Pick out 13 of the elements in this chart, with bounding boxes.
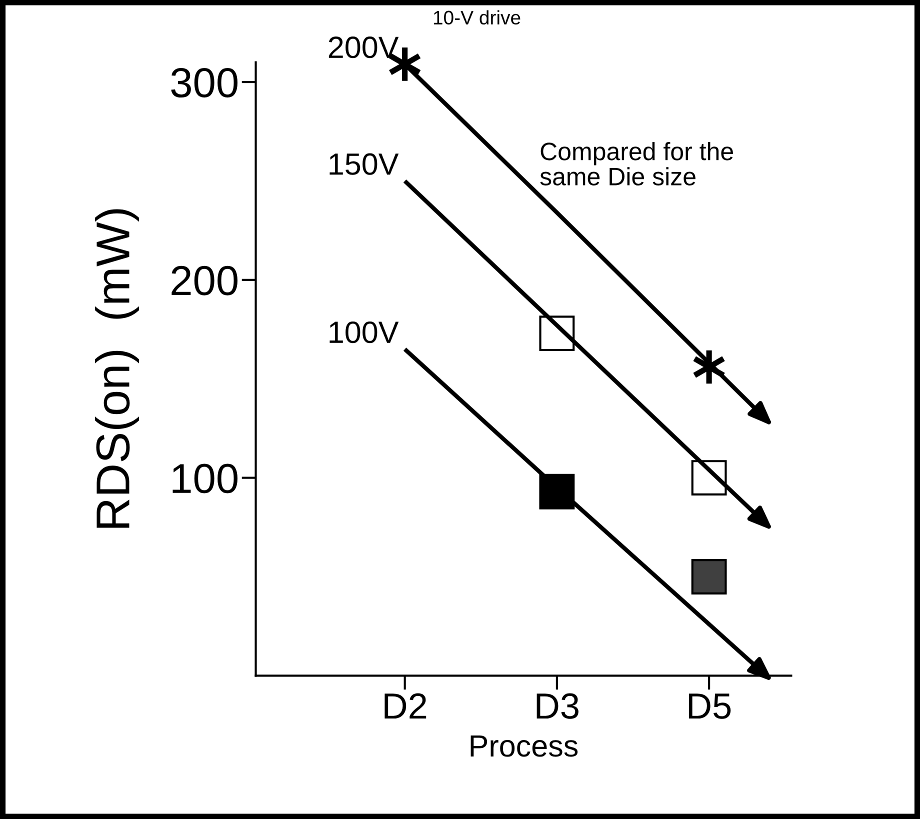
series-label: 150V [330, 153, 399, 175]
x-tick-label: D5 [688, 694, 731, 719]
series-label: 100V [330, 321, 399, 344]
text: 10-V drive [434, 10, 520, 25]
x-tick-label: D3 [536, 693, 578, 719]
annotation: Compared for the same Die size [540, 142, 733, 186]
series-label: 200V [328, 36, 399, 58]
y-tick-label: 300 [171, 68, 238, 98]
x-tick-label: D2 [384, 693, 426, 719]
x-axis-title: Process [470, 735, 578, 757]
y-axis-title: RDS(on) (mW) [95, 209, 140, 528]
y-tick-label: 100 [172, 464, 238, 494]
y-tick-label: 200 [172, 266, 238, 296]
